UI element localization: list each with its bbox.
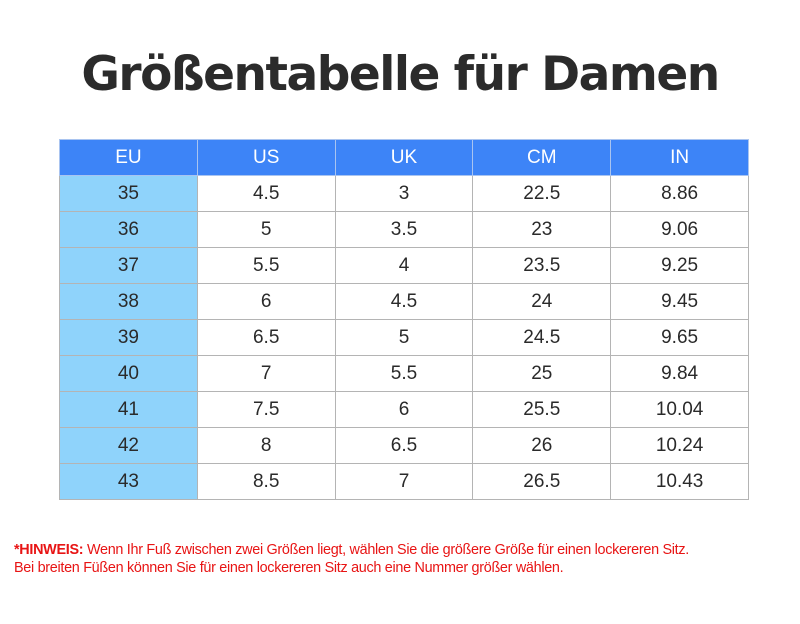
sizing-note: *HINWEIS: Wenn Ihr Fuß zwischen zwei Grö…	[14, 541, 794, 577]
table-row: 35 4.5 3 22.5 8.86	[59, 175, 749, 212]
page-title: Größentabelle für Damen	[81, 47, 720, 102]
cell-cm: 26	[472, 427, 612, 464]
cell-in: 10.24	[610, 427, 749, 464]
table-row: 37 5.5 4 23.5 9.25	[59, 247, 749, 284]
column-header-cm: CM	[472, 139, 612, 176]
cell-us: 7.5	[196, 391, 336, 428]
cell-cm: 24.5	[472, 319, 612, 356]
cell-eu: 40	[59, 355, 198, 392]
cell-cm: 23	[472, 211, 612, 248]
column-header-uk: UK	[334, 139, 474, 176]
cell-us: 4.5	[196, 175, 336, 212]
cell-eu: 39	[59, 319, 198, 356]
cell-cm: 22.5	[472, 175, 612, 212]
cell-uk: 4	[334, 247, 474, 284]
cell-eu: 37	[59, 247, 198, 284]
cell-in: 10.43	[610, 463, 749, 500]
note-label: *HINWEIS:	[14, 542, 84, 558]
cell-us: 5.5	[196, 247, 336, 284]
table-row: 40 7 5.5 25 9.84	[59, 355, 749, 392]
note-line-2: Bei breiten Füßen können Sie für einen l…	[14, 560, 564, 576]
cell-us: 7	[196, 355, 336, 392]
cell-eu: 38	[59, 283, 198, 320]
table-header-row: EU US UK CM IN	[59, 139, 749, 176]
note-text-1: Wenn Ihr Fuß zwischen zwei Größen liegt,…	[83, 542, 689, 558]
cell-cm: 26.5	[472, 463, 612, 500]
cell-uk: 3.5	[334, 211, 474, 248]
cell-us: 8.5	[196, 463, 336, 500]
table-row: 36 5 3.5 23 9.06	[59, 211, 749, 248]
cell-eu: 43	[59, 463, 198, 500]
cell-cm: 23.5	[472, 247, 612, 284]
cell-uk: 6	[334, 391, 474, 428]
cell-uk: 5	[334, 319, 474, 356]
cell-eu: 36	[59, 211, 198, 248]
cell-eu: 42	[59, 427, 198, 464]
cell-in: 9.84	[610, 355, 749, 392]
cell-in: 9.25	[610, 247, 749, 284]
cell-uk: 6.5	[334, 427, 474, 464]
cell-uk: 5.5	[334, 355, 474, 392]
cell-in: 9.65	[610, 319, 749, 356]
column-header-us: US	[196, 139, 336, 176]
cell-us: 8	[196, 427, 336, 464]
cell-in: 8.86	[610, 175, 749, 212]
cell-us: 6.5	[196, 319, 336, 356]
cell-cm: 25.5	[472, 391, 612, 428]
note-line-1: *HINWEIS: Wenn Ihr Fuß zwischen zwei Grö…	[14, 541, 794, 559]
cell-in: 9.06	[610, 211, 749, 248]
column-header-in: IN	[610, 139, 749, 176]
size-chart-table: EU US UK CM IN 35 4.5 3 22.5 8.86 36 5 3…	[59, 139, 749, 500]
cell-eu: 41	[59, 391, 198, 428]
table-row: 41 7.5 6 25.5 10.04	[59, 391, 749, 428]
table-row: 39 6.5 5 24.5 9.65	[59, 319, 749, 356]
cell-cm: 24	[472, 283, 612, 320]
cell-eu: 35	[59, 175, 198, 212]
cell-uk: 7	[334, 463, 474, 500]
cell-us: 6	[196, 283, 336, 320]
cell-us: 5	[196, 211, 336, 248]
table-row: 38 6 4.5 24 9.45	[59, 283, 749, 320]
table-row: 43 8.5 7 26.5 10.43	[59, 463, 749, 500]
table-row: 42 8 6.5 26 10.24	[59, 427, 749, 464]
cell-uk: 3	[334, 175, 474, 212]
cell-cm: 25	[472, 355, 612, 392]
cell-uk: 4.5	[334, 283, 474, 320]
column-header-eu: EU	[59, 139, 198, 176]
cell-in: 9.45	[610, 283, 749, 320]
cell-in: 10.04	[610, 391, 749, 428]
